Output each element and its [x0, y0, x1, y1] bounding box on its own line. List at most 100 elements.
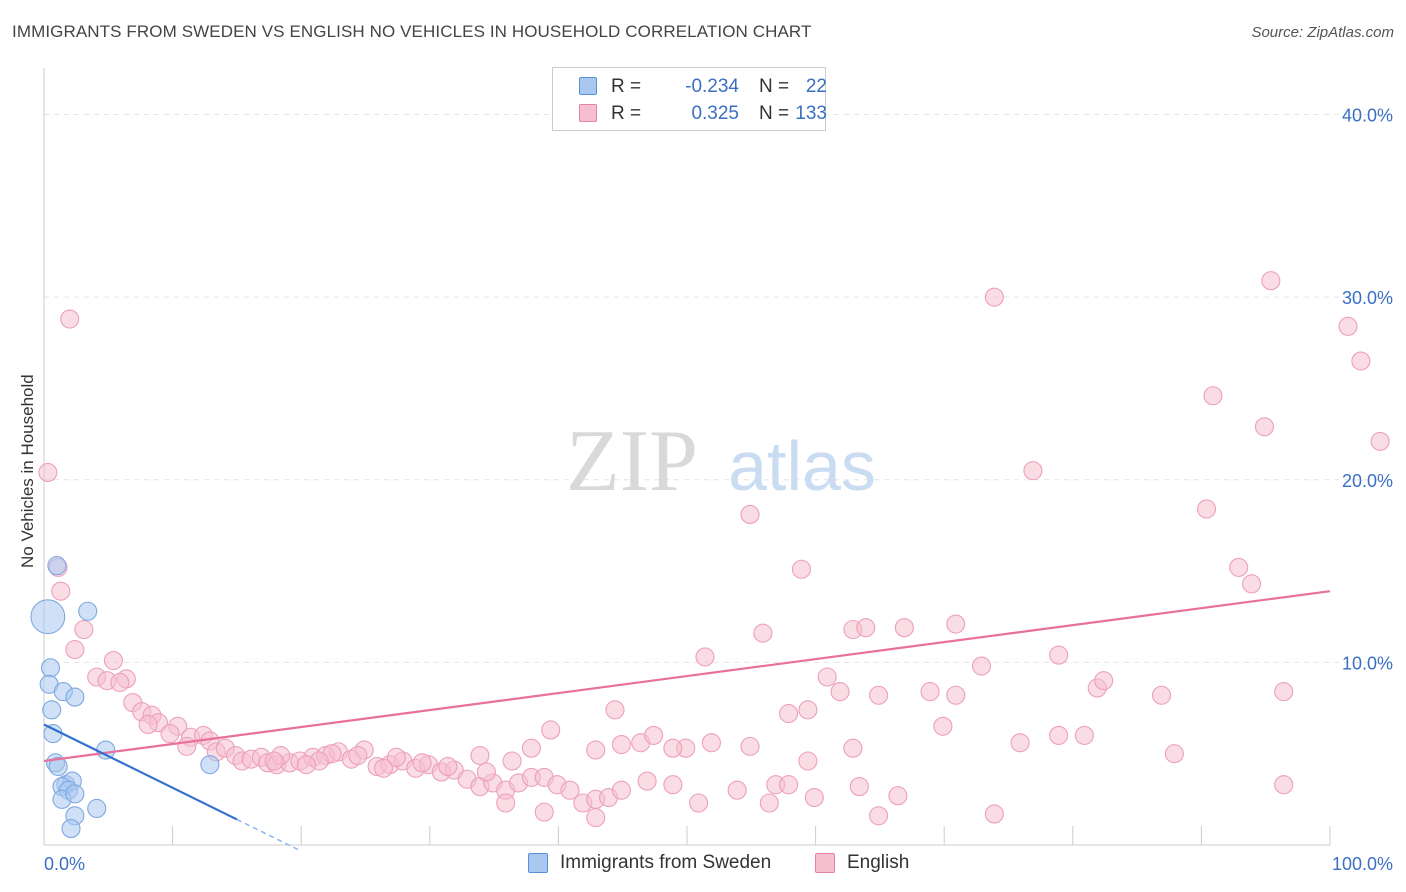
- english-point-69: [586, 740, 606, 760]
- english-point-119: [1338, 316, 1358, 336]
- english-point-98: [1074, 725, 1094, 745]
- legend-swatch-sweden: [579, 77, 597, 95]
- english-point-89: [1151, 685, 1172, 705]
- english-point-0: [60, 309, 80, 329]
- english-point-3: [51, 581, 71, 601]
- english-point-4: [74, 619, 94, 640]
- source-label: Source: ZipAtlas.com: [1251, 24, 1394, 41]
- english-point-122: [521, 738, 541, 758]
- sweden-point-1: [40, 658, 60, 678]
- bottom-legend-label-sweden: Immigrants from Sweden: [560, 852, 772, 873]
- english-point-17: [160, 724, 180, 744]
- english-point-134: [502, 751, 522, 771]
- axes: [43, 68, 1331, 846]
- sweden-points: [30, 556, 220, 839]
- watermark-zip: ZIP: [566, 413, 698, 510]
- english-point-121: [1370, 431, 1390, 451]
- english-point-110: [1203, 386, 1223, 406]
- chart-title: IMMIGRANTS FROM SWEDEN VS ENGLISH NO VEH…: [12, 22, 812, 41]
- english-point-21: [177, 736, 197, 756]
- english-points: [38, 271, 1390, 828]
- english-point-15: [138, 714, 158, 735]
- legend-r-label: R =: [611, 76, 642, 97]
- english-point-112: [1196, 499, 1217, 519]
- english-point-84: [946, 614, 966, 634]
- sweden-point-21: [61, 819, 81, 839]
- english-point-86: [1049, 645, 1069, 665]
- english-point-109: [984, 287, 1004, 307]
- sweden-point-10: [48, 756, 68, 777]
- english-point-133: [264, 751, 284, 771]
- english-point-85: [971, 656, 992, 676]
- english-point-88: [1094, 671, 1114, 691]
- sweden-point-0: [30, 599, 66, 635]
- english-point-58: [586, 808, 606, 828]
- english-point-131: [296, 755, 316, 775]
- english-point-72: [644, 725, 664, 745]
- english-point-123: [470, 745, 490, 766]
- bottom-legend-swatch-sweden: [528, 853, 548, 873]
- sweden-point-6: [78, 601, 98, 621]
- english-point-111: [1254, 417, 1274, 437]
- english-point-57: [534, 802, 554, 822]
- english-point-117: [791, 559, 812, 579]
- english-point-82: [856, 618, 876, 638]
- legend-n-value-sweden: 22: [805, 76, 827, 97]
- y-tick-label-20: 20.0%: [1342, 471, 1393, 491]
- english-point-80: [753, 623, 773, 643]
- english-point-10: [110, 672, 130, 693]
- english-point-127: [373, 758, 394, 778]
- legend-n-label: N =: [759, 103, 790, 124]
- english-point-106: [984, 804, 1004, 824]
- sweden-point-18: [65, 784, 85, 804]
- watermark: ZIP atlas: [566, 413, 876, 510]
- y-tick-label-30: 30.0%: [1342, 288, 1393, 308]
- english-point-120: [1351, 351, 1371, 371]
- sweden-trend-extension: [236, 818, 302, 852]
- english-point-59: [611, 780, 631, 800]
- english-point-97: [1049, 725, 1069, 745]
- english-point-95: [933, 716, 953, 736]
- sweden-point-11: [96, 740, 116, 760]
- english-point-93: [920, 682, 940, 702]
- legend-r-label: R =: [611, 103, 642, 124]
- legend-n-value-english: 133: [795, 103, 827, 124]
- english-point-78: [695, 647, 715, 667]
- sweden-point-5: [43, 724, 63, 744]
- english-point-77: [798, 700, 818, 720]
- sweden-point-8: [65, 687, 85, 707]
- english-point-75: [740, 736, 760, 756]
- english-point-105: [888, 786, 908, 806]
- english-point-101: [798, 751, 818, 771]
- english-point-107: [1274, 775, 1294, 795]
- english-point-113: [1229, 557, 1249, 577]
- english-point-56: [496, 793, 516, 813]
- english-point-104: [849, 777, 869, 797]
- english-point-125: [412, 753, 432, 773]
- english-point-108: [1274, 682, 1294, 702]
- trend-lines: [43, 590, 1331, 852]
- english-point-66: [869, 806, 889, 826]
- english-point-63: [727, 780, 747, 800]
- y-tick-label-40: 40.0%: [1342, 106, 1393, 126]
- english-point-68: [541, 720, 561, 740]
- english-point-124: [438, 756, 458, 777]
- bottom-legend-swatch-english: [815, 853, 835, 873]
- english-point-52: [560, 780, 580, 800]
- sweden-point-12: [200, 755, 220, 775]
- english-point-73: [663, 738, 683, 758]
- sweden-point-19: [87, 798, 107, 819]
- english-point-126: [386, 747, 406, 767]
- english-point-99: [1164, 744, 1184, 764]
- bottom-legend-label-english: English: [847, 852, 910, 873]
- english-point-60: [637, 771, 657, 791]
- english-point-76: [779, 703, 799, 724]
- tick-labels: 10.0% 20.0% 30.0% 40.0% 0.0% 100.0%: [44, 106, 1393, 874]
- english-point-100: [843, 738, 863, 758]
- sweden-point-3: [42, 700, 62, 720]
- gridlines: [44, 114, 1392, 663]
- watermark-atlas: atlas: [728, 427, 876, 505]
- english-trend-line: [43, 590, 1331, 763]
- legend-r-value-sweden: -0.234: [685, 76, 739, 97]
